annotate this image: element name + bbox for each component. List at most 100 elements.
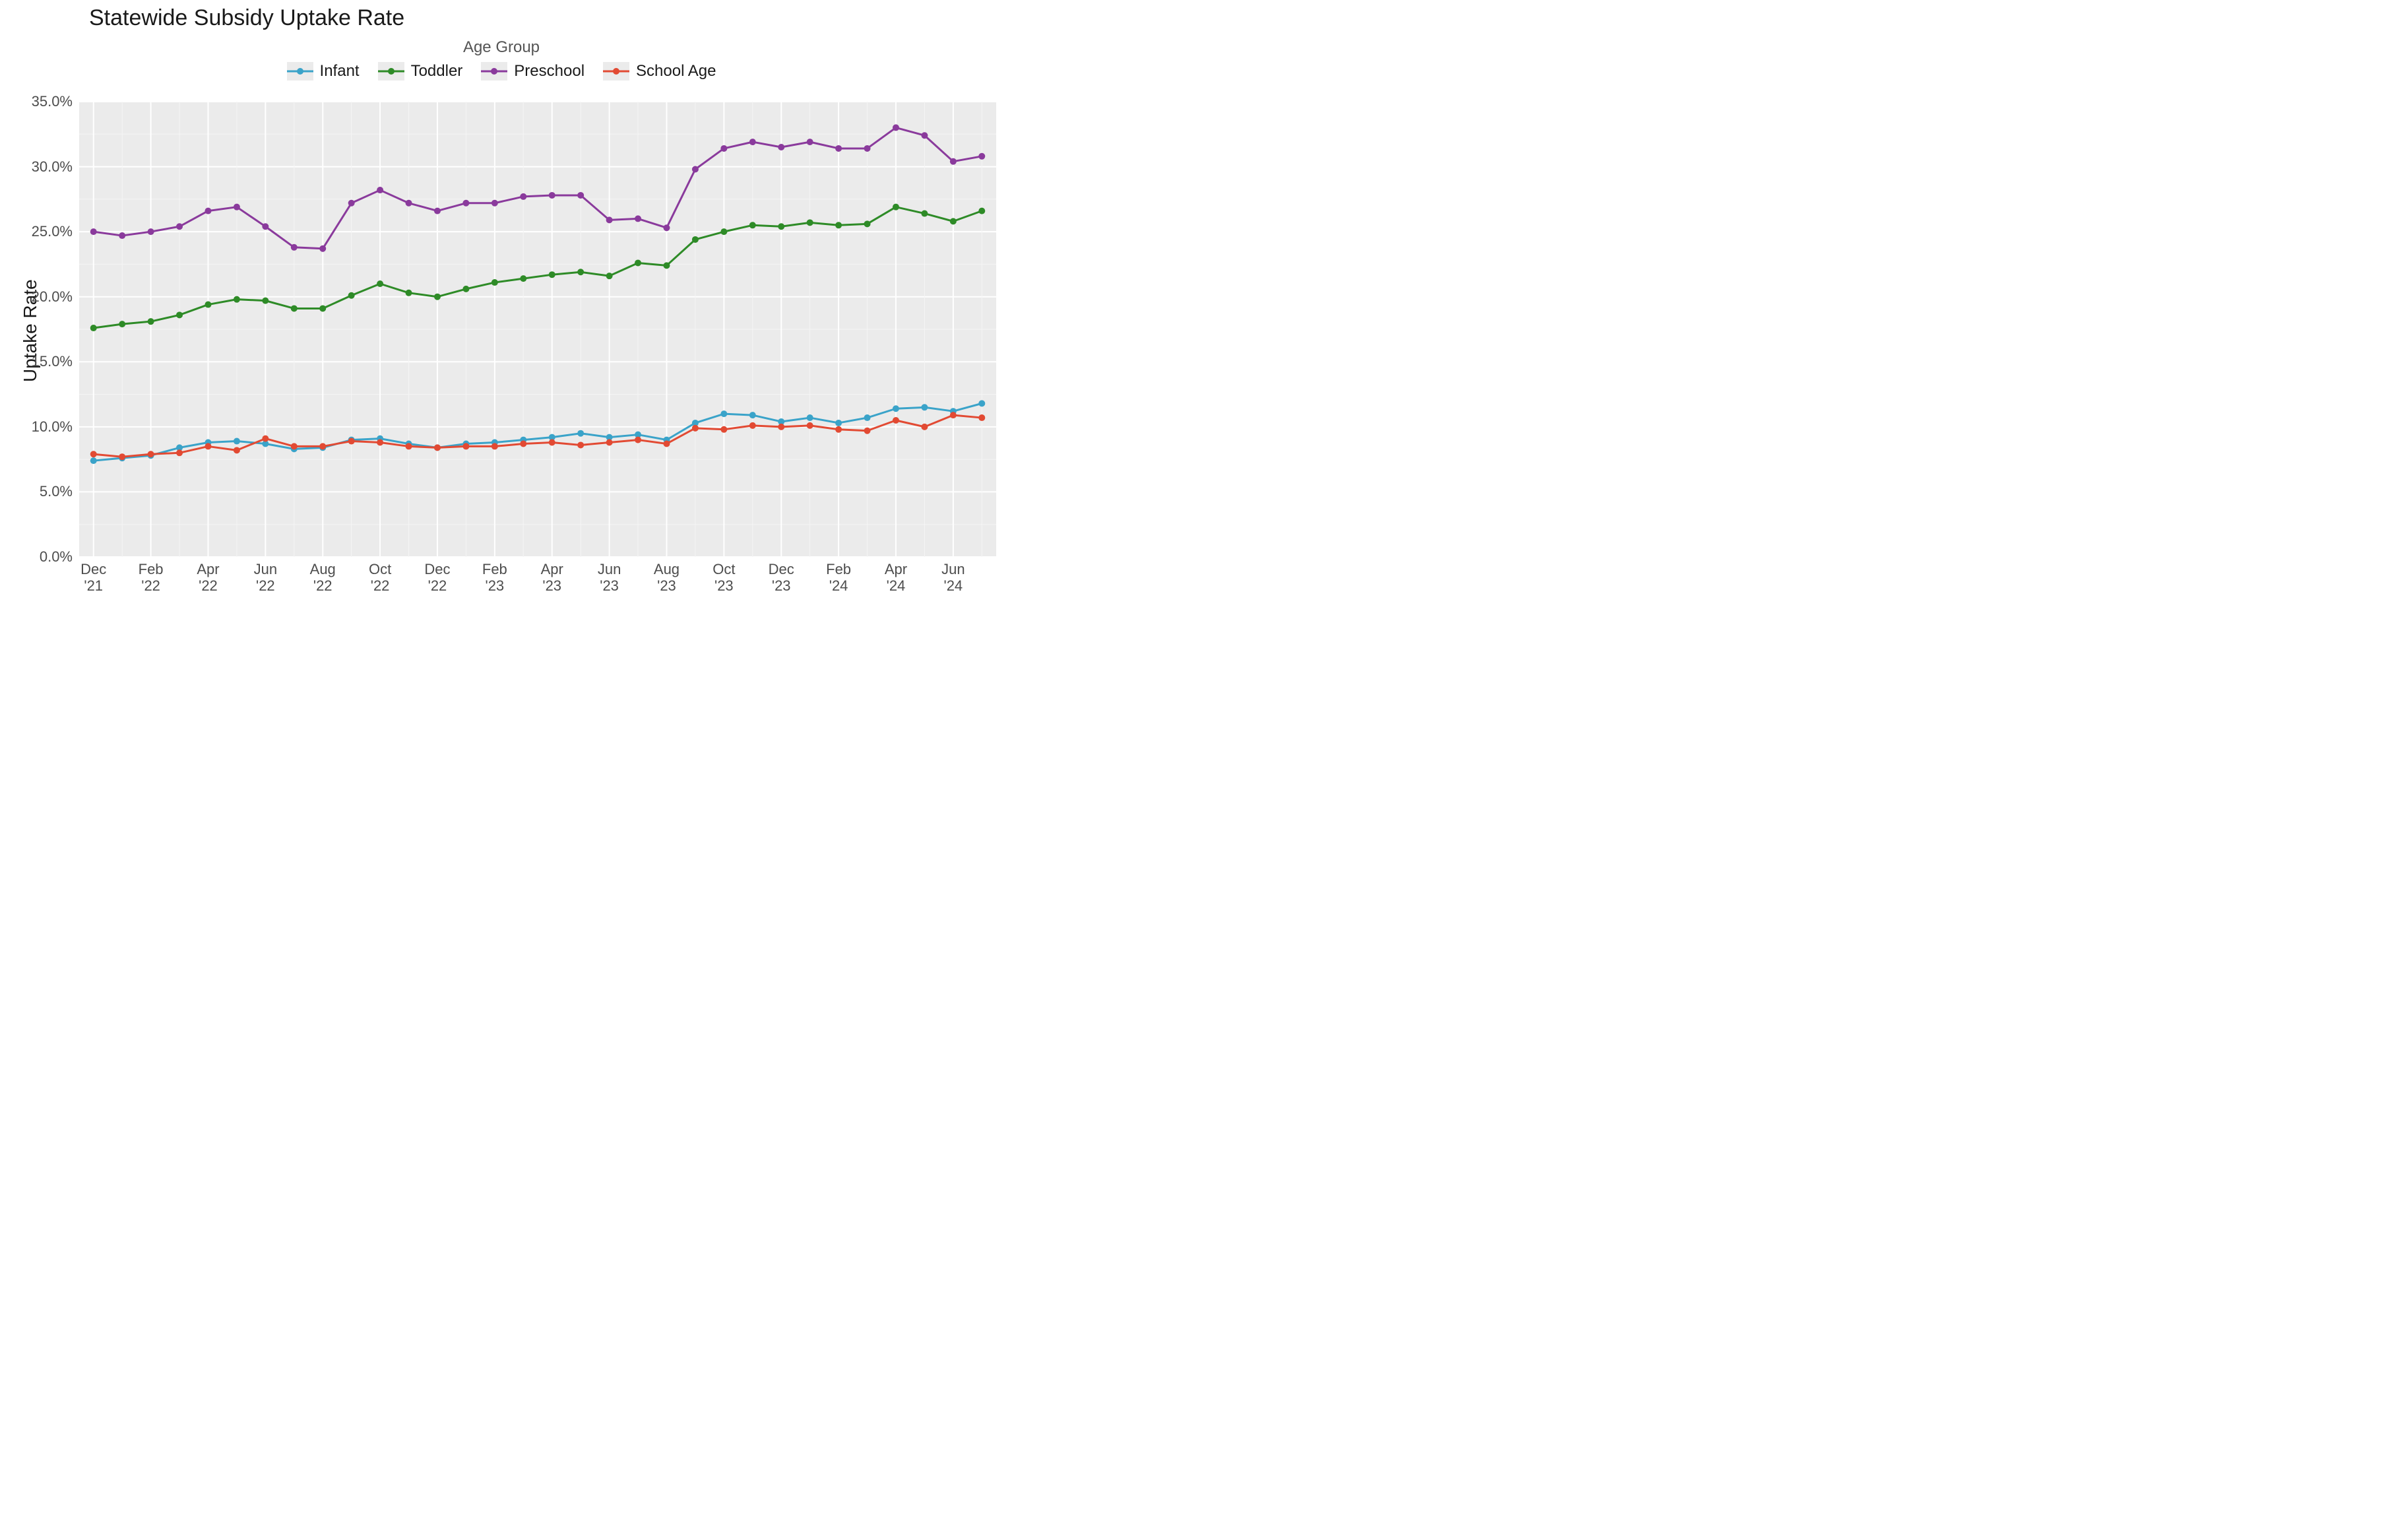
- data-point[interactable]: [720, 145, 727, 152]
- data-point[interactable]: [893, 405, 899, 412]
- data-point[interactable]: [635, 437, 641, 443]
- legend-item[interactable]: Toddler: [378, 62, 463, 81]
- data-point[interactable]: [864, 414, 871, 421]
- legend-item[interactable]: Infant: [287, 62, 360, 81]
- data-point[interactable]: [491, 279, 498, 286]
- data-point[interactable]: [950, 158, 957, 165]
- data-point[interactable]: [234, 204, 240, 211]
- data-point[interactable]: [348, 292, 355, 299]
- data-point[interactable]: [176, 223, 183, 230]
- data-point[interactable]: [319, 305, 326, 311]
- data-point[interactable]: [835, 420, 842, 426]
- data-point[interactable]: [491, 200, 498, 207]
- data-point[interactable]: [520, 193, 526, 200]
- data-point[interactable]: [635, 215, 641, 222]
- data-point[interactable]: [377, 439, 383, 446]
- data-point[interactable]: [606, 216, 613, 223]
- data-point[interactable]: [520, 275, 526, 282]
- data-point[interactable]: [778, 223, 784, 230]
- data-point[interactable]: [835, 145, 842, 152]
- data-point[interactable]: [921, 424, 928, 430]
- data-point[interactable]: [234, 296, 240, 303]
- data-point[interactable]: [90, 228, 97, 235]
- data-point[interactable]: [663, 262, 670, 269]
- data-point[interactable]: [90, 451, 97, 457]
- data-point[interactable]: [319, 245, 326, 252]
- data-point[interactable]: [978, 400, 985, 406]
- data-point[interactable]: [377, 187, 383, 193]
- data-point[interactable]: [434, 444, 441, 451]
- data-point[interactable]: [778, 424, 784, 430]
- data-point[interactable]: [262, 223, 269, 230]
- data-point[interactable]: [176, 311, 183, 318]
- data-point[interactable]: [950, 218, 957, 224]
- data-point[interactable]: [90, 457, 97, 464]
- data-point[interactable]: [893, 124, 899, 131]
- data-point[interactable]: [462, 443, 469, 449]
- data-point[interactable]: [119, 321, 125, 327]
- data-point[interactable]: [807, 219, 813, 226]
- data-point[interactable]: [119, 232, 125, 239]
- data-point[interactable]: [234, 438, 240, 445]
- data-point[interactable]: [148, 228, 154, 235]
- data-point[interactable]: [291, 443, 298, 449]
- data-point[interactable]: [348, 200, 355, 207]
- data-point[interactable]: [692, 425, 699, 432]
- data-point[interactable]: [549, 439, 555, 446]
- data-point[interactable]: [148, 318, 154, 325]
- data-point[interactable]: [749, 222, 756, 228]
- data-point[interactable]: [921, 404, 928, 410]
- data-point[interactable]: [406, 443, 412, 449]
- data-point[interactable]: [348, 438, 355, 445]
- data-point[interactable]: [893, 204, 899, 211]
- data-point[interactable]: [291, 244, 298, 251]
- data-point[interactable]: [319, 443, 326, 449]
- data-point[interactable]: [577, 430, 584, 437]
- data-point[interactable]: [978, 153, 985, 160]
- data-point[interactable]: [807, 139, 813, 145]
- data-point[interactable]: [462, 200, 469, 207]
- legend-item[interactable]: School Age: [603, 62, 716, 81]
- data-point[interactable]: [978, 414, 985, 421]
- data-point[interactable]: [406, 200, 412, 207]
- data-point[interactable]: [491, 443, 498, 449]
- data-point[interactable]: [434, 294, 441, 300]
- data-point[interactable]: [720, 410, 727, 417]
- data-point[interactable]: [434, 208, 441, 214]
- data-point[interactable]: [950, 412, 957, 418]
- data-point[interactable]: [921, 132, 928, 139]
- data-point[interactable]: [205, 302, 211, 308]
- data-point[interactable]: [577, 192, 584, 199]
- data-point[interactable]: [205, 443, 211, 449]
- data-point[interactable]: [606, 273, 613, 279]
- data-point[interactable]: [749, 422, 756, 429]
- data-point[interactable]: [663, 440, 670, 447]
- data-point[interactable]: [520, 440, 526, 447]
- data-point[interactable]: [90, 325, 97, 331]
- data-point[interactable]: [893, 417, 899, 424]
- data-point[interactable]: [176, 449, 183, 456]
- data-point[interactable]: [406, 290, 412, 296]
- data-point[interactable]: [749, 412, 756, 418]
- data-point[interactable]: [577, 441, 584, 448]
- data-point[interactable]: [692, 166, 699, 173]
- data-point[interactable]: [606, 439, 613, 446]
- data-point[interactable]: [807, 422, 813, 429]
- data-point[interactable]: [205, 208, 211, 214]
- data-point[interactable]: [148, 451, 154, 457]
- data-point[interactable]: [635, 259, 641, 266]
- data-point[interactable]: [835, 222, 842, 228]
- data-point[interactable]: [291, 305, 298, 311]
- data-point[interactable]: [778, 144, 784, 150]
- data-point[interactable]: [119, 453, 125, 460]
- data-point[interactable]: [864, 145, 871, 152]
- data-point[interactable]: [549, 192, 555, 199]
- legend-item[interactable]: Preschool: [481, 62, 585, 81]
- data-point[interactable]: [549, 271, 555, 278]
- data-point[interactable]: [462, 286, 469, 292]
- data-point[interactable]: [720, 426, 727, 433]
- data-point[interactable]: [234, 447, 240, 453]
- data-point[interactable]: [262, 298, 269, 304]
- data-point[interactable]: [807, 414, 813, 421]
- data-point[interactable]: [577, 269, 584, 275]
